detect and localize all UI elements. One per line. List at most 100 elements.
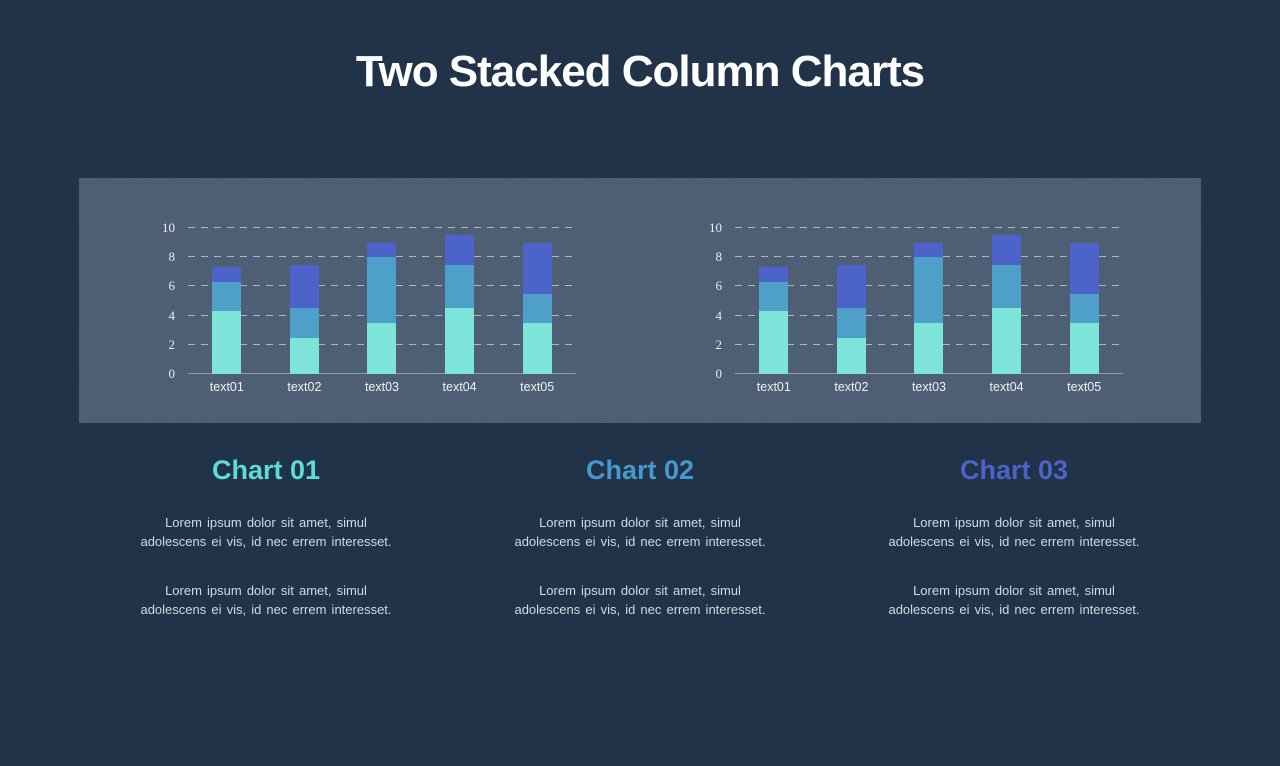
y-axis-tick-label: 10 [162, 220, 175, 235]
y-axis: 0 2 4 6 8 10 [149, 220, 176, 381]
bar-segment-bottom [367, 322, 397, 374]
y-axis-tick-label: 0 [715, 366, 723, 381]
y-axis-tick-label: 6 [168, 278, 176, 294]
stacked-bar-text04 [992, 235, 1022, 374]
x-axis-category-label: text05 [520, 380, 555, 394]
y-axis-tick-label: 8 [715, 249, 723, 265]
stacked-bar-text03 [367, 242, 397, 374]
x-axis-category-label: text01 [756, 380, 791, 394]
bar-segment-middle [289, 308, 319, 338]
page-title: Two Stacked Column Charts [355, 47, 925, 96]
caption-section-chart-03: Chart 03 Lorem ipsum dolor sit amet, sim… [827, 453, 1201, 619]
y-axis-tick-label: 4 [168, 307, 176, 323]
bar-segment-middle [367, 257, 397, 323]
stacked-bar-text05 [522, 242, 552, 374]
caption-paragraph: Lorem ipsum dolor sit amet, simul adoles… [888, 515, 1140, 549]
stacked-bar-text03 [914, 242, 944, 374]
bar-slot [266, 228, 344, 374]
x-axis-category-label: text02 [287, 380, 322, 394]
bar-segment-middle [759, 282, 789, 312]
bar-segment-middle [212, 282, 242, 312]
stacked-bar-text02 [289, 264, 319, 374]
caption-paragraph: Lorem ipsum dolor sit amet, simul adoles… [888, 583, 1140, 617]
plot-area-wrap: text01 text02 text03 text04 text05 [188, 227, 576, 423]
bar-slot [498, 228, 576, 374]
bar-slot [890, 228, 968, 374]
bars-layer [735, 228, 1123, 374]
gridline [735, 227, 1123, 228]
bar-segment-bottom [445, 308, 475, 374]
bar-segment-middle [522, 293, 552, 323]
gridline [188, 227, 576, 228]
bar-segment-middle [836, 308, 866, 338]
bar-segment-top [1069, 242, 1099, 294]
slide: Two Stacked Column Charts 0 2 4 6 8 10 text01 t… [0, 46, 1280, 766]
y-axis-tick-label: 4 [715, 307, 723, 323]
bars-layer [188, 228, 576, 374]
y-axis-tick-label: 2 [715, 336, 723, 352]
bar-segment-top [289, 264, 319, 309]
bar-segment-bottom [1069, 322, 1099, 374]
bar-segment-top [914, 242, 944, 258]
bar-segment-top [759, 267, 789, 283]
plot-area [188, 227, 576, 374]
x-axis-category-label: text04 [442, 380, 477, 394]
bar-segment-middle [1069, 293, 1099, 323]
bar-segment-bottom [836, 337, 866, 374]
bar-segment-middle [445, 264, 475, 309]
plot-area [735, 227, 1123, 374]
caption-paragraph: Lorem ipsum dolor sit amet, simul adoles… [140, 515, 392, 549]
caption-section-chart-01: Chart 01 Lorem ipsum dolor sit amet, sim… [79, 453, 453, 619]
stacked-column-chart-right: 0 2 4 6 8 10 text01 text02 text03 text04 text05 [696, 178, 1123, 423]
stacked-bar-text01 [759, 267, 789, 374]
stacked-column-chart-left: 0 2 4 6 8 10 text01 text02 text03 text04 text05 [149, 178, 576, 423]
captions-row: Chart 01 Lorem ipsum dolor sit amet, sim… [79, 453, 1201, 619]
caption-title-chart-02: Chart 02 [585, 455, 695, 485]
y-axis-tick-label: 2 [168, 336, 176, 352]
bar-segment-top [445, 235, 475, 265]
bar-segment-top [367, 242, 397, 258]
y-axis-tick-label: 10 [709, 220, 722, 235]
bar-segment-bottom [759, 311, 789, 374]
charts-panel: 0 2 4 6 8 10 text01 text02 text03 text04 text05 0 2… [79, 178, 1201, 423]
caption-paragraph: Lorem ipsum dolor sit amet, simul adoles… [514, 515, 766, 549]
x-axis-category-label: text02 [834, 380, 869, 394]
bar-segment-bottom [212, 311, 242, 374]
bar-segment-bottom [992, 308, 1022, 374]
caption-paragraph: Lorem ipsum dolor sit amet, simul adoles… [514, 583, 766, 617]
stacked-bar-text02 [836, 264, 866, 374]
bar-segment-top [212, 267, 242, 283]
bar-segment-middle [992, 264, 1022, 309]
bar-slot [968, 228, 1046, 374]
x-axis-category-label: text05 [1067, 380, 1102, 394]
bar-segment-bottom [289, 337, 319, 374]
y-axis: 0 2 4 6 8 10 [696, 220, 723, 381]
caption-title-chart-03: Chart 03 [959, 455, 1069, 485]
x-axis-category-label: text04 [989, 380, 1024, 394]
x-axis-category-label: text03 [364, 380, 400, 394]
x-axis-category-label: text01 [209, 380, 244, 394]
bar-segment-top [836, 264, 866, 309]
bar-segment-bottom [522, 322, 552, 374]
bar-segment-top [992, 235, 1022, 265]
bar-slot [735, 228, 813, 374]
caption-title-chart-01: Chart 01 [211, 455, 321, 485]
x-axis-labels: text01 text02 text03 text04 text05 [188, 380, 576, 394]
stacked-bar-text04 [445, 235, 475, 374]
bar-slot [813, 228, 891, 374]
bar-slot [188, 228, 266, 374]
plot-area-wrap: text01 text02 text03 text04 text05 [735, 227, 1123, 423]
bar-segment-top [522, 242, 552, 294]
bar-segment-middle [914, 257, 944, 323]
y-axis-tick-label: 8 [168, 249, 176, 265]
bar-segment-bottom [914, 322, 944, 374]
y-axis-tick-label: 6 [715, 278, 723, 294]
stacked-bar-text01 [212, 267, 242, 374]
stacked-bar-text05 [1069, 242, 1099, 374]
x-axis-category-label: text03 [911, 380, 947, 394]
bar-slot [343, 228, 421, 374]
x-axis-labels: text01 text02 text03 text04 text05 [735, 380, 1123, 394]
bar-slot [421, 228, 499, 374]
caption-section-chart-02: Chart 02 Lorem ipsum dolor sit amet, sim… [453, 453, 827, 619]
y-axis-tick-label: 0 [168, 366, 176, 381]
